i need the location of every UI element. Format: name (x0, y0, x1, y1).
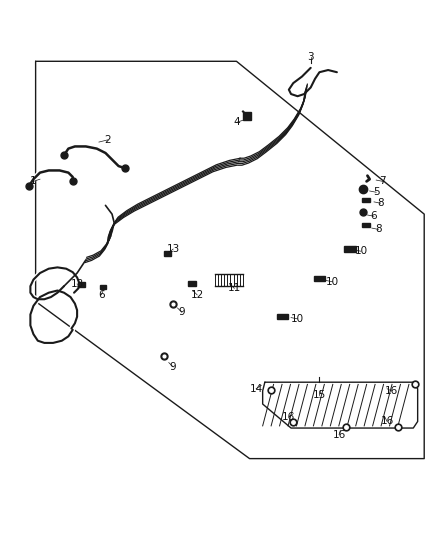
Text: 9: 9 (170, 362, 177, 372)
Text: 1: 1 (30, 176, 37, 187)
Text: 16: 16 (381, 416, 394, 426)
Text: 2: 2 (104, 135, 111, 145)
Text: 8: 8 (375, 224, 381, 235)
Text: 11: 11 (228, 284, 241, 293)
Text: 14: 14 (250, 384, 263, 394)
Bar (362, 198, 370, 202)
Text: 13: 13 (71, 279, 84, 289)
Text: 6: 6 (371, 211, 377, 221)
Text: 4: 4 (233, 117, 240, 127)
Bar (100, 285, 106, 289)
Text: 10: 10 (354, 246, 367, 256)
Text: 15: 15 (313, 390, 326, 400)
Text: 16: 16 (332, 430, 346, 440)
Bar (78, 282, 85, 287)
Bar (164, 251, 171, 256)
Text: 3: 3 (307, 52, 314, 62)
Bar (362, 223, 370, 227)
Text: 16: 16 (282, 412, 296, 422)
Text: 9: 9 (179, 308, 185, 317)
Bar (277, 314, 288, 319)
Bar (344, 246, 356, 252)
Text: 10: 10 (291, 314, 304, 324)
Text: 12: 12 (191, 290, 204, 300)
Text: 10: 10 (326, 277, 339, 287)
Text: 5: 5 (373, 187, 379, 197)
Bar (314, 276, 325, 281)
Text: 6: 6 (98, 290, 104, 300)
Text: 13: 13 (166, 244, 180, 254)
Text: 8: 8 (377, 198, 384, 208)
Text: 7: 7 (379, 176, 386, 187)
Text: 16: 16 (385, 386, 398, 396)
Bar (188, 281, 196, 286)
